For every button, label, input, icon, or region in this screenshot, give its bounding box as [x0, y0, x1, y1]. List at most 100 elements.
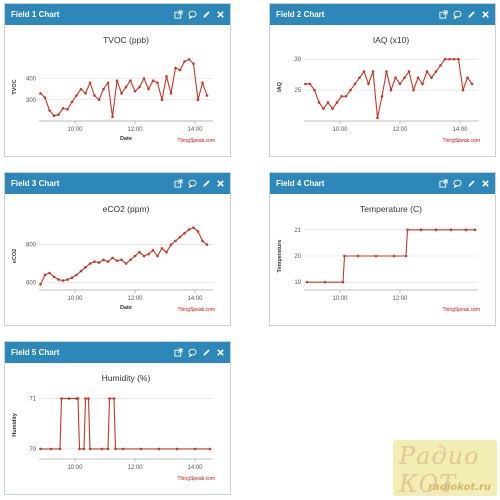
data-point — [385, 70, 388, 73]
x-tick-label: 14:00 — [187, 465, 203, 471]
comment-icon[interactable] — [188, 179, 197, 188]
data-point — [67, 397, 71, 400]
thingspeak-credit[interactable]: ThingSpeak.com — [442, 138, 480, 144]
x-tick-label: 14:00 — [187, 127, 203, 133]
thingspeak-credit[interactable]: ThingSpeak.com — [177, 307, 215, 313]
y-axis-label: TVOC — [12, 79, 18, 94]
y-axis-label: Humidity — [12, 412, 18, 436]
x-tick-label: 10:00 — [332, 296, 348, 302]
data-point — [102, 87, 105, 91]
data-point — [376, 116, 379, 120]
data-point — [175, 447, 179, 451]
data-point — [448, 57, 451, 61]
data-point — [75, 273, 78, 277]
data-point — [115, 259, 119, 263]
close-icon[interactable] — [481, 179, 490, 188]
data-point — [407, 70, 411, 73]
data-point — [39, 447, 42, 451]
thingspeak-credit[interactable]: ThingSpeak.com — [177, 476, 215, 482]
data-point — [201, 81, 204, 85]
data-point — [88, 447, 92, 451]
pencil-icon[interactable] — [202, 348, 211, 357]
data-point — [392, 254, 396, 258]
chart-title: TVOC (ppb) — [103, 35, 149, 45]
panel-header: Field 4 Chart — [270, 173, 495, 194]
data-point — [434, 228, 438, 232]
data-point — [178, 235, 182, 239]
close-icon[interactable] — [216, 348, 225, 357]
data-point — [39, 283, 42, 286]
external-link-icon[interactable] — [439, 10, 448, 19]
series-line — [305, 58, 473, 119]
comment-icon[interactable] — [453, 10, 462, 19]
data-point — [142, 254, 146, 258]
data-point — [84, 397, 87, 400]
data-point — [430, 76, 433, 80]
pencil-icon[interactable] — [202, 179, 211, 188]
comment-icon[interactable] — [453, 179, 462, 188]
external-link-icon[interactable] — [174, 10, 183, 19]
pencil-icon[interactable] — [202, 10, 211, 19]
panel-header: Field 5 Chart — [5, 342, 230, 363]
data-point — [349, 88, 352, 92]
x-tick-label: 12:00 — [392, 127, 408, 133]
y-tick-label: 21 — [294, 228, 301, 234]
comment-icon[interactable] — [188, 10, 197, 19]
x-tick-label: 10:00 — [67, 127, 83, 133]
data-point — [79, 269, 83, 273]
data-point — [473, 228, 477, 232]
thingspeak-credit[interactable]: ThingSpeak.com — [177, 138, 215, 144]
data-point — [58, 447, 62, 451]
data-point — [66, 278, 69, 281]
data-point — [156, 81, 159, 85]
chart-title: IAQ (x10) — [373, 35, 410, 45]
data-point — [196, 230, 200, 233]
close-icon[interactable] — [216, 179, 225, 188]
data-point — [57, 113, 60, 116]
data-point — [97, 261, 101, 264]
comment-icon[interactable] — [188, 348, 197, 357]
data-point — [151, 79, 155, 82]
data-point — [70, 100, 74, 104]
data-point — [82, 447, 86, 451]
data-point — [49, 447, 53, 451]
pencil-icon[interactable] — [467, 179, 476, 188]
data-point — [322, 107, 325, 110]
data-point — [169, 243, 173, 246]
logo-text-bottom: radiokot.ru — [428, 482, 491, 493]
data-point — [93, 94, 96, 97]
data-point — [470, 82, 474, 86]
data-point — [115, 79, 119, 82]
data-point — [183, 232, 186, 235]
data-point — [75, 94, 78, 97]
data-point — [404, 254, 408, 258]
data-point — [174, 239, 177, 243]
data-point — [367, 82, 370, 86]
series-line — [40, 58, 208, 117]
data-point — [39, 92, 42, 95]
data-point — [340, 94, 343, 98]
data-point — [147, 87, 150, 91]
external-link-icon[interactable] — [174, 179, 183, 188]
data-point — [193, 447, 197, 451]
pencil-icon[interactable] — [467, 10, 476, 19]
data-point — [466, 76, 469, 80]
thingspeak-credit[interactable]: ThingSpeak.com — [442, 307, 480, 313]
data-point — [88, 262, 92, 265]
data-point — [335, 101, 339, 104]
field-2-chart: IAQ (x10) 25 30 10:00 12:00 14:00 IAQ ThingSpea… — [277, 35, 480, 144]
data-point — [304, 82, 307, 86]
data-point — [147, 252, 150, 256]
y-tick-label: 20 — [294, 254, 301, 260]
chart-title: Humidity (%) — [102, 373, 151, 383]
data-point — [111, 115, 114, 119]
data-point — [102, 258, 105, 262]
data-point — [464, 228, 468, 232]
data-point — [452, 57, 456, 61]
close-icon[interactable] — [216, 10, 225, 19]
data-point — [305, 280, 309, 284]
data-point — [52, 114, 56, 117]
external-link-icon[interactable] — [174, 348, 183, 357]
close-icon[interactable] — [481, 10, 490, 19]
external-link-icon[interactable] — [439, 179, 448, 188]
